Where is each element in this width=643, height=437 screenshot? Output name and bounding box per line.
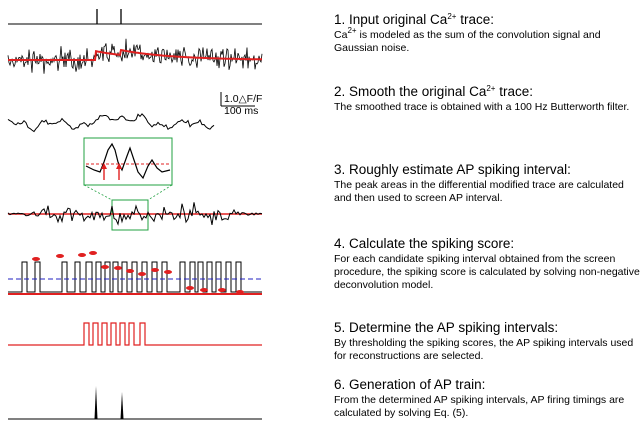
score-marker-7 (126, 269, 134, 273)
step-6-description: From the determined AP spiking intervals… (334, 394, 625, 419)
score-marker-8 (138, 272, 146, 276)
inset-frame (83, 137, 173, 186)
step-5: 5. Determine the AP spiking intervals: B… (334, 320, 640, 363)
score-marker-10 (164, 270, 172, 274)
inset-connector-left (83, 184, 113, 201)
score-marker-4 (89, 251, 97, 255)
step-6: 6. Generation of AP train: From the dete… (334, 377, 640, 420)
peak-inset (83, 137, 173, 201)
step-1-description: Ca2+ is modeled as the sum of the convol… (334, 26, 601, 55)
pipeline-traces: 1.0△F/F 100 ms (7, 9, 263, 420)
inset-arrowhead-2 (116, 163, 122, 169)
step-4-title: 4. Calculate the spiking score: (334, 236, 515, 251)
ap-train-output (8, 386, 262, 420)
spiking-score-trace (8, 251, 262, 295)
step-5-description: By thresholding the spiking scores, the … (334, 337, 634, 362)
step-2: 2. Smooth the original Ca2+ trace: The s… (334, 84, 640, 114)
diff-line (7, 202, 263, 226)
diff-highlight-box (111, 199, 149, 231)
ap-spiking-intervals (8, 322, 262, 346)
score-marker-9 (151, 268, 159, 272)
score-pulses (8, 261, 262, 293)
scalebar-horizontal-label: 100 ms (224, 105, 258, 117)
step-3-description: The peak areas in the differential modif… (334, 179, 624, 204)
step-2-description: The smoothed trace is obtained with a 10… (334, 101, 630, 113)
fit-line (8, 48, 262, 61)
step-4: 4. Calculate the spiking score: For each… (334, 236, 640, 292)
smoothed-line (7, 113, 215, 133)
score-marker-13 (218, 288, 226, 292)
interval-pulses (8, 322, 262, 346)
score-marker-5 (101, 265, 109, 269)
step-3: 3. Roughly estimate AP spiking interval:… (334, 162, 640, 205)
score-marker-1 (32, 257, 40, 261)
step-1: 1. Input original Ca2+ trace: Ca2+ is mo… (334, 12, 640, 55)
score-marker-14 (236, 290, 244, 294)
convolution-fit-curve (8, 48, 262, 61)
step-4-description: For each candidate spiking interval obta… (334, 253, 640, 291)
score-marker-3 (78, 253, 86, 257)
step-3-title: 3. Roughly estimate AP spiking interval: (334, 162, 571, 177)
score-marker-12 (200, 288, 208, 292)
differential-trace (7, 199, 263, 231)
inset-trace (85, 142, 171, 180)
ap-spike-2 (120, 392, 124, 419)
inset-connector-right (147, 184, 173, 201)
score-marker-6 (114, 266, 122, 270)
ap-spike-1 (94, 386, 98, 419)
inset-arrowhead-1 (101, 163, 107, 169)
scale-bar: 1.0△F/F 100 ms (220, 92, 262, 117)
input-spike-train (8, 9, 262, 25)
step-5-title: 5. Determine the AP spiking intervals: (334, 320, 559, 335)
smoothed-trace (7, 113, 215, 133)
scalebar-vertical-label: 1.0△F/F (224, 93, 262, 105)
raw-calcium-trace (7, 38, 263, 74)
raw-trace-line (7, 38, 263, 74)
step-1-title: 1. Input original Ca2+ trace: (334, 12, 494, 27)
score-marker-11 (186, 286, 194, 290)
step-6-title: 6. Generation of AP train: (334, 377, 486, 392)
score-marker-2 (56, 254, 64, 258)
step-2-title: 2. Smooth the original Ca2+ trace: (334, 84, 533, 99)
